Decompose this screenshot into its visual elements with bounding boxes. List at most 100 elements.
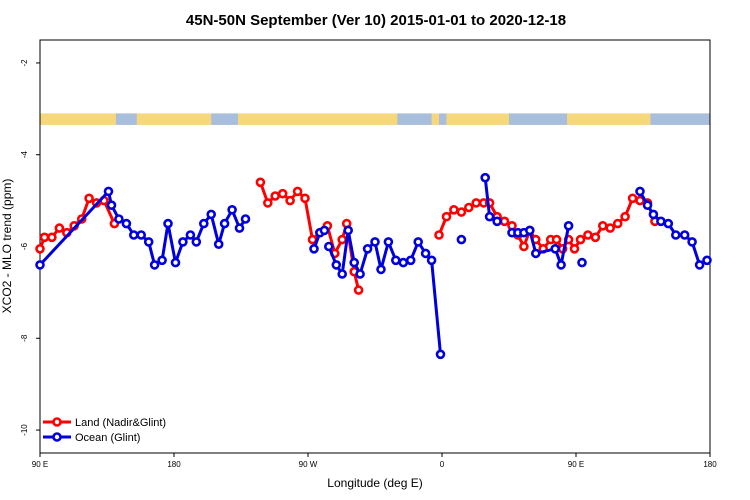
land-ocean-strip: [40, 113, 710, 125]
series-1-point-7-8: [694, 260, 705, 270]
x-tick-label-2: 90 W: [299, 460, 318, 469]
series-0-point-2-20: [569, 244, 580, 254]
ocean-strip-1: [211, 113, 239, 125]
series-1-point-2-4: [349, 257, 360, 268]
series-1-point-0-18: [219, 218, 230, 229]
series-1-point-2-13: [413, 237, 424, 247]
series-0-point-0-0: [35, 244, 45, 254]
series-1-point-7-1: [642, 200, 653, 210]
series-0-point-1-3: [277, 188, 288, 199]
series-1-point-2-15: [426, 255, 437, 266]
series-0-point-1-0: [255, 177, 266, 188]
series-1-point-4-1: [484, 211, 495, 222]
series-0-point-1-5: [292, 186, 303, 197]
series-0-point-1-11: [337, 234, 348, 245]
series-1-point-0-7: [143, 237, 154, 247]
series-1-point-0-4: [121, 218, 132, 229]
series-1-point-0-12: [178, 237, 188, 247]
series-1: [35, 172, 712, 360]
series-1-point-7-3: [656, 216, 666, 227]
series-0-point-2-27: [620, 211, 630, 222]
series-0-point-2-1: [441, 211, 452, 222]
x-axis-label: Longitude (deg E): [327, 476, 422, 490]
ocean-strip-3: [439, 113, 447, 125]
y-tick-label-4: -10: [20, 424, 29, 436]
series-1-point-0-13: [185, 230, 196, 240]
series-0-point-0-3: [54, 223, 65, 233]
series-1-point-2-8: [376, 264, 386, 275]
series-1-point-7-2: [648, 209, 659, 220]
y-tick-label-0: -2: [20, 59, 29, 67]
series-1-point-7-7: [687, 237, 697, 247]
series-0-point-2-3: [456, 207, 467, 217]
y-tick-label-1: -4: [20, 151, 29, 159]
legend-ocean-label: Ocean (Glint): [75, 432, 140, 444]
series-1-point-0-17: [213, 239, 224, 249]
series-1-point-2-11: [398, 257, 409, 268]
legend: Land (Nadir&Glint) Ocean (Glint): [43, 417, 166, 444]
series-1-point-5-5: [550, 244, 561, 254]
series-1-point-0-16: [206, 209, 216, 220]
x-tick-label-0: 90 E: [32, 460, 48, 469]
legend-land-label: Land (Nadir&Glint): [75, 417, 166, 429]
series-1-point-2-9: [383, 237, 394, 247]
ocean-strip-0: [115, 113, 137, 125]
series-1-line-7: [638, 190, 708, 267]
land-strip: [40, 113, 710, 125]
series-1-point-2-7: [370, 237, 380, 247]
y-axis-label: XCO2 - MLO trend (ppm): [0, 179, 14, 314]
series-1-point-5-6: [556, 260, 566, 270]
series-layer: [35, 172, 712, 360]
series-0-point-1-14: [353, 285, 364, 295]
legend-land-marker: [52, 417, 62, 427]
series-0-point-2-5: [471, 198, 482, 208]
series-1-point-2-3: [343, 225, 354, 236]
series-1-point-5-3: [524, 225, 535, 236]
series-0-point-1-4: [285, 195, 295, 206]
series-0-point-1-2: [270, 191, 281, 201]
series-1-point-0-20: [234, 223, 245, 233]
series-0-point-1-6: [300, 193, 310, 204]
chart-title: 45N-50N September (Ver 10) 2015-01-01 to…: [186, 12, 566, 29]
series-0-point-2-21: [575, 234, 586, 245]
series-1-point-4-2: [492, 216, 502, 227]
series-1-point-5-7: [563, 221, 574, 231]
series-0-point-2-12: [519, 241, 529, 252]
series-0-point-0-1: [39, 232, 50, 243]
series-0-point-2-4: [463, 202, 474, 213]
series-1-point-7-9: [702, 255, 712, 266]
series-1-point-0-14: [191, 237, 202, 247]
y-tick-label-2: -6: [20, 242, 29, 250]
legend-ocean-marker: [52, 432, 62, 442]
series-0-point-0-2: [47, 232, 57, 243]
series-1-point-2-1: [331, 260, 342, 270]
series-1-point-0-0: [35, 260, 45, 270]
series-1-point-0-3: [114, 214, 124, 224]
series-1-point-2-12: [405, 255, 416, 266]
series-0-point-2-26: [612, 218, 623, 229]
x-tick-label-1: 180: [167, 460, 181, 469]
series-1-point-5-4: [530, 248, 541, 259]
x-tick-label-4: 90 E: [568, 460, 584, 469]
series-0-point-2-23: [590, 232, 601, 243]
x-tick-label-3: 0: [440, 460, 445, 469]
series-1-point-0-21: [240, 214, 251, 224]
series-1-point-2-6: [362, 244, 373, 254]
ocean-strip-5: [650, 113, 710, 125]
series-0-point-1-1: [262, 198, 273, 208]
series-0-point-2-17: [551, 234, 562, 245]
series-1-point-7-5: [670, 230, 681, 240]
y-tick-label-3: -8: [20, 334, 29, 342]
series-1-point-0-15: [199, 218, 209, 229]
series-1-point-2-10: [390, 255, 401, 266]
series-1-point-2-2: [337, 269, 348, 279]
series-1-point-4-0: [480, 172, 491, 183]
series-1-point-1-2: [319, 225, 330, 236]
series-1-point-1-0: [309, 244, 319, 254]
series-1-point-0-8: [149, 260, 160, 270]
series-0-point-2-9: [499, 216, 510, 227]
series-1-point-7-0: [635, 186, 645, 197]
series-1-point-6-0: [577, 257, 587, 268]
series-0-point-2-28: [627, 193, 638, 204]
series-1-point-7-6: [679, 230, 690, 240]
